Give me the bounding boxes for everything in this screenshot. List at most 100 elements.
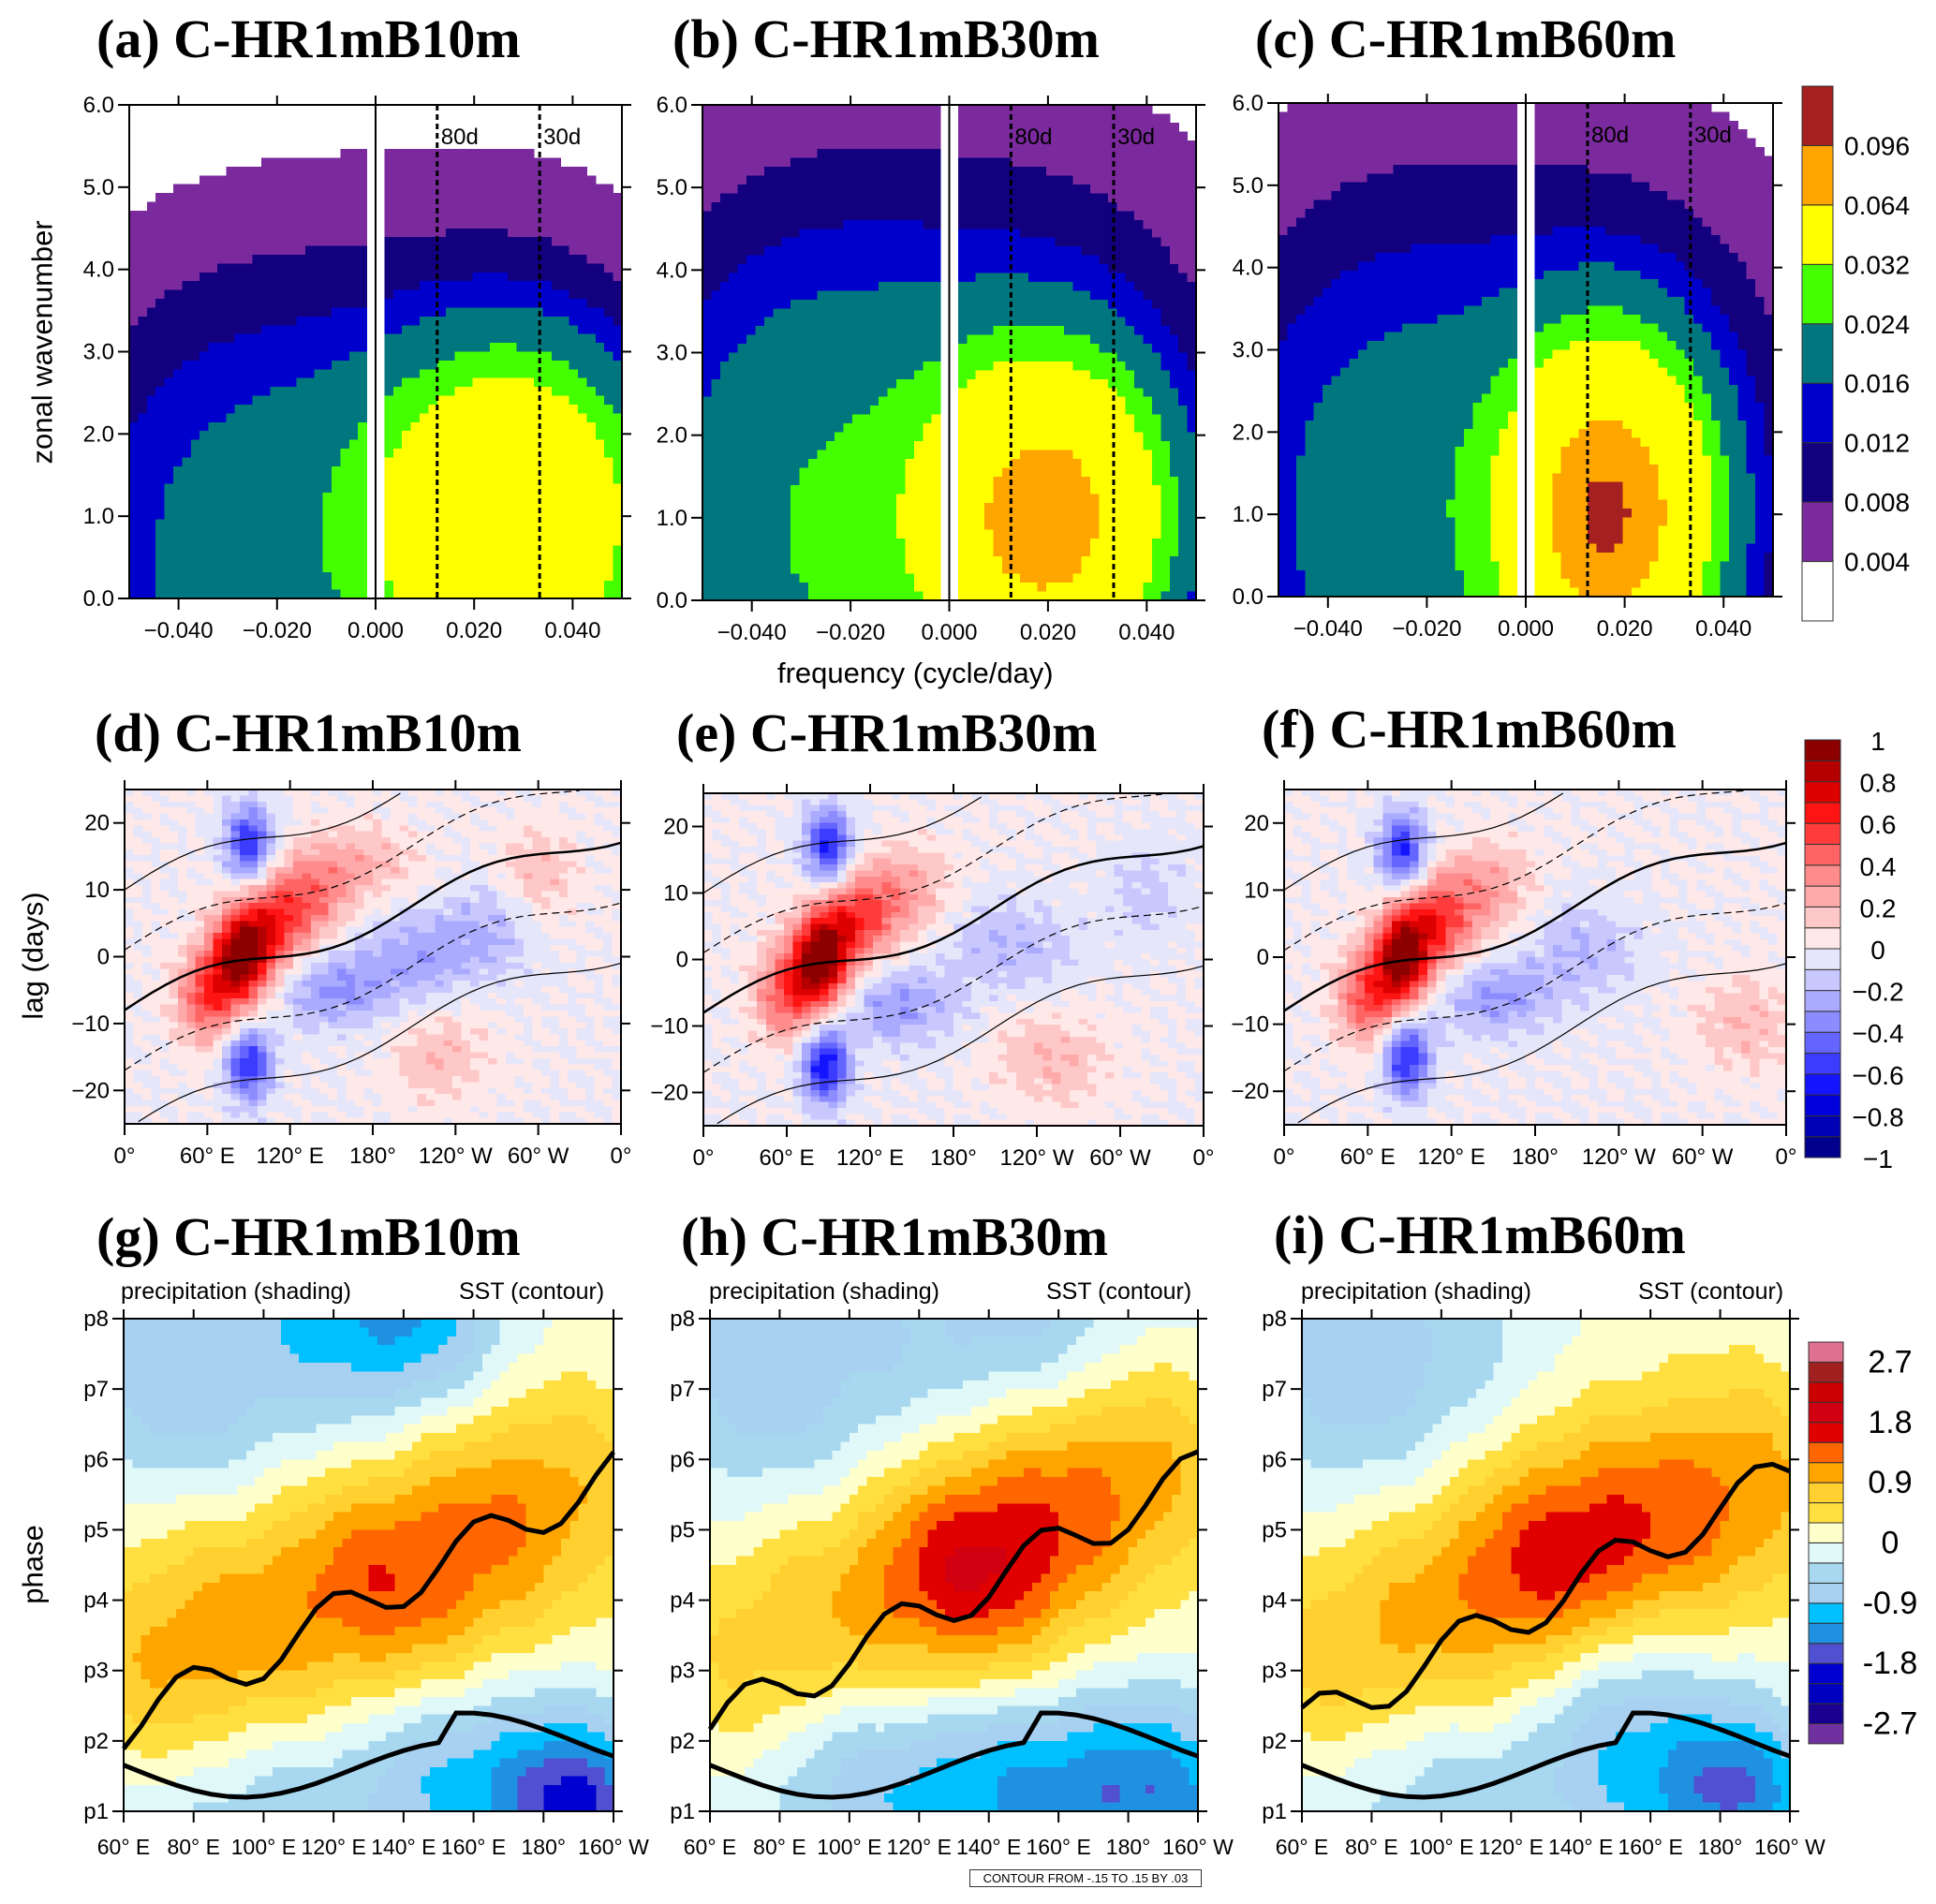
contour-cell bbox=[226, 457, 236, 467]
contour-cell bbox=[993, 317, 1003, 327]
contour-cell bbox=[472, 201, 482, 212]
contour-cell bbox=[763, 237, 774, 247]
contour-cell bbox=[498, 387, 509, 397]
contour-cell bbox=[164, 501, 174, 511]
contour-cell bbox=[1072, 273, 1083, 283]
contour-cell bbox=[1055, 229, 1065, 239]
contour-cell bbox=[799, 503, 809, 513]
contour-cell bbox=[340, 210, 350, 220]
contour-cell bbox=[129, 387, 139, 397]
contour-cell bbox=[861, 219, 871, 229]
contour-cell bbox=[719, 140, 730, 150]
contour-cell bbox=[260, 351, 271, 362]
contour-cell bbox=[896, 175, 906, 185]
contour-cell bbox=[454, 272, 465, 282]
contour-cell bbox=[825, 334, 835, 345]
contour-cell bbox=[931, 122, 941, 132]
contour-cell bbox=[332, 201, 341, 212]
contour-cell bbox=[138, 589, 148, 599]
contour-cell bbox=[278, 272, 288, 282]
contour-cell bbox=[182, 483, 192, 494]
contour-cell bbox=[861, 281, 871, 291]
contour-cell bbox=[164, 519, 174, 529]
contour-cell bbox=[852, 361, 862, 371]
contour-cell bbox=[525, 351, 535, 362]
contour-cell bbox=[358, 316, 368, 326]
contour-cell bbox=[322, 166, 333, 176]
contour-cell bbox=[446, 289, 456, 300]
contour-cell bbox=[967, 273, 977, 283]
contour-cell bbox=[296, 449, 306, 458]
contour-cell bbox=[348, 351, 359, 362]
contour-cell bbox=[322, 333, 333, 344]
contour-cell bbox=[773, 573, 783, 583]
contour-cell bbox=[781, 441, 791, 450]
contour-cell bbox=[428, 193, 438, 203]
contour-cell bbox=[252, 395, 262, 406]
contour-cell bbox=[560, 377, 570, 388]
contour-cell bbox=[463, 537, 473, 547]
contour-cell bbox=[773, 255, 783, 265]
contour-cell bbox=[746, 167, 757, 177]
contour-cell bbox=[595, 395, 605, 406]
contour-cell bbox=[869, 113, 879, 124]
contour-cell bbox=[278, 166, 288, 176]
contour-cell bbox=[164, 413, 174, 423]
contour-cell bbox=[755, 219, 765, 229]
contour-cell bbox=[234, 166, 244, 176]
contour-cell bbox=[923, 406, 933, 416]
contour-cell bbox=[1072, 264, 1083, 273]
contour-cell bbox=[791, 521, 801, 530]
contour-cell bbox=[887, 175, 897, 185]
contour-cell bbox=[420, 263, 429, 273]
contour-cell bbox=[711, 476, 721, 486]
contour-cell bbox=[702, 211, 712, 221]
contour-cell bbox=[913, 157, 924, 168]
contour-cell bbox=[931, 326, 941, 336]
contour-cell bbox=[454, 545, 465, 555]
contour-cell bbox=[340, 537, 350, 547]
contour-cell bbox=[773, 290, 783, 301]
contour-cell bbox=[737, 273, 747, 283]
contour-cell bbox=[817, 105, 827, 114]
contour-cell bbox=[817, 308, 827, 318]
contour-cell bbox=[358, 237, 368, 247]
contour-cell bbox=[340, 175, 350, 185]
contour-cell bbox=[763, 458, 774, 468]
contour-cell bbox=[463, 149, 473, 159]
contour-cell bbox=[817, 344, 827, 354]
contour-cell bbox=[402, 201, 412, 212]
contour-cell bbox=[905, 167, 915, 177]
contour-cell bbox=[551, 245, 561, 256]
contour-cell bbox=[472, 175, 482, 185]
contour-cell bbox=[807, 246, 818, 257]
contour-cell bbox=[173, 449, 183, 458]
contour-cell bbox=[542, 360, 553, 370]
contour-cell bbox=[755, 538, 765, 548]
contour-cell bbox=[226, 228, 236, 238]
contour-cell bbox=[138, 210, 148, 220]
contour-cell bbox=[252, 272, 262, 282]
contour-cell bbox=[1072, 122, 1083, 132]
contour-cell bbox=[746, 406, 757, 416]
contour-cell bbox=[569, 405, 579, 414]
contour-cell bbox=[887, 370, 897, 380]
contour-cell bbox=[737, 237, 747, 247]
contour-cell bbox=[182, 509, 192, 520]
contour-cell bbox=[358, 465, 368, 476]
contour-cell bbox=[216, 493, 227, 503]
contour-cell bbox=[869, 423, 879, 434]
contour-cell bbox=[436, 369, 447, 379]
contour-cell bbox=[746, 344, 757, 354]
contour-cell bbox=[420, 537, 429, 547]
contour-cell bbox=[472, 351, 482, 362]
contour-cell bbox=[402, 219, 412, 229]
contour-cell bbox=[807, 264, 818, 273]
panel-b: 80d 30d−0.040 −0.020 0.000 0.020 0.0400.01.02… bbox=[657, 93, 1205, 645]
contour-cell bbox=[1046, 511, 1056, 522]
contour-cell bbox=[208, 519, 218, 529]
contour-cell bbox=[454, 166, 465, 176]
contour-cell bbox=[480, 166, 491, 176]
contour-cell bbox=[905, 511, 915, 522]
contour-cell bbox=[807, 441, 818, 450]
